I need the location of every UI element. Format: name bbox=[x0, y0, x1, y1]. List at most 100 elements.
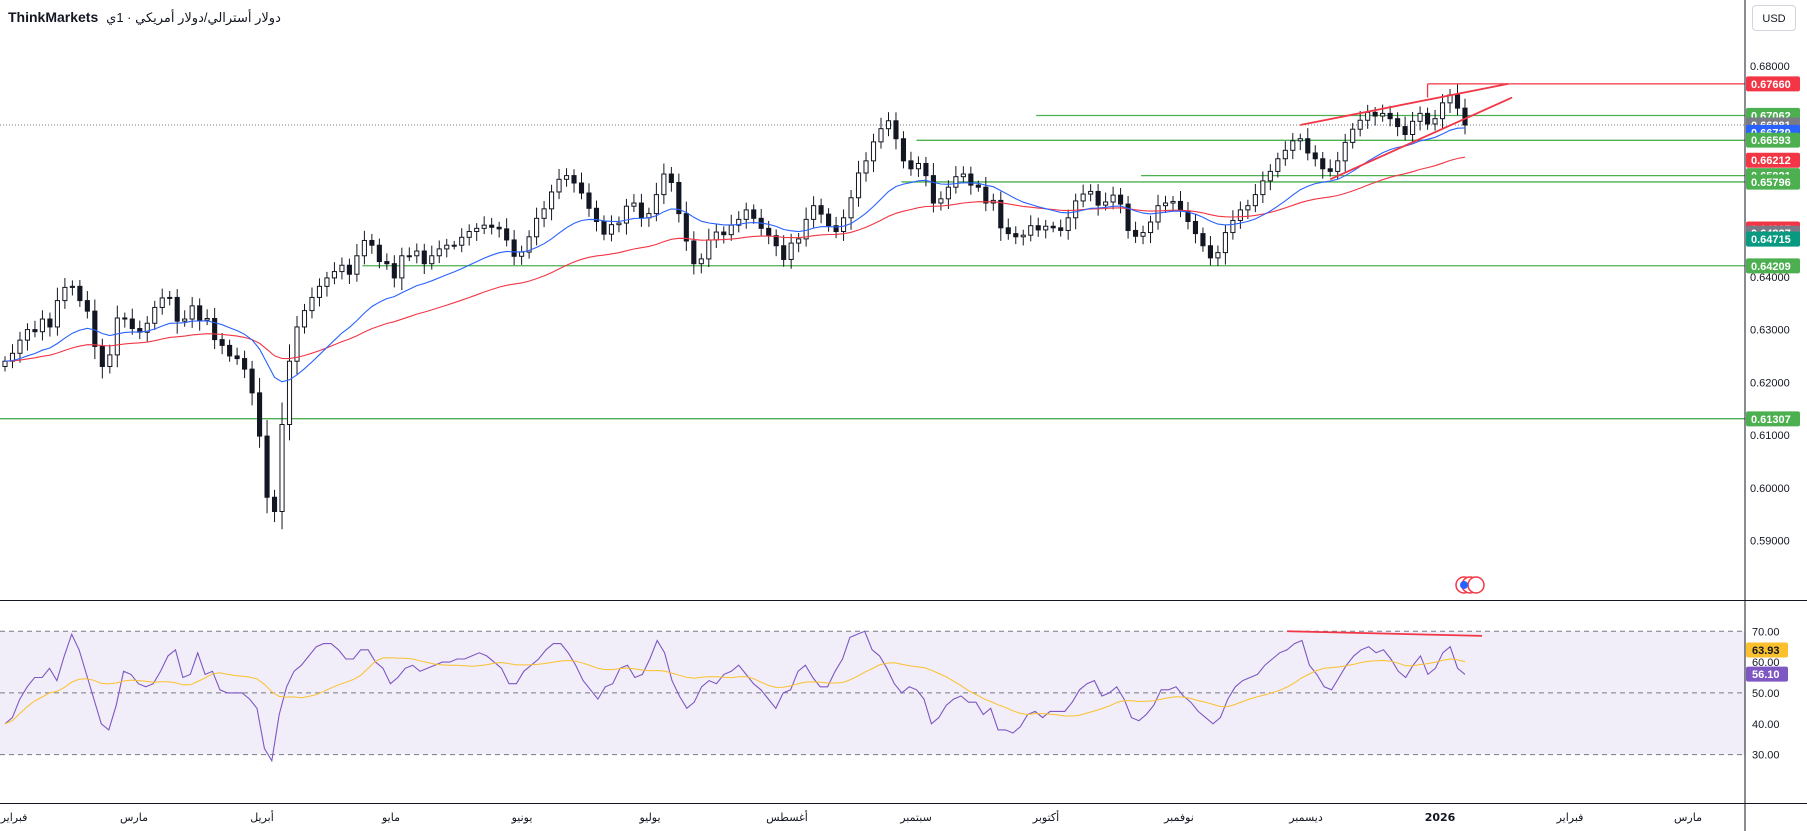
candle-body bbox=[1215, 252, 1221, 259]
candle-body bbox=[661, 173, 667, 196]
candle-body bbox=[144, 322, 150, 333]
rsi-ma-label: 63.93 bbox=[1752, 645, 1780, 657]
price-tick-label: 0.62000 bbox=[1750, 377, 1790, 389]
price-tick-label: 0.68000 bbox=[1750, 61, 1790, 73]
rsi-axis[interactable]: 70.00 60.00 50.00 40.00 30.00 63.93 56.10 bbox=[1746, 626, 1788, 762]
candle-body bbox=[698, 258, 704, 265]
candle-body bbox=[39, 318, 45, 333]
candle-body bbox=[541, 208, 547, 219]
candle-body bbox=[728, 224, 734, 236]
candle-body bbox=[1432, 118, 1438, 125]
candle-body bbox=[1073, 200, 1079, 219]
rsi-line bbox=[4, 630, 1466, 763]
currency-button[interactable]: USD bbox=[1752, 5, 1796, 31]
time-tick-label: فبراير bbox=[1556, 811, 1584, 824]
price-tick-label: 0.61000 bbox=[1750, 430, 1790, 442]
candle-body bbox=[1395, 118, 1401, 128]
candle-body bbox=[1095, 190, 1101, 206]
price-label: 0.67660 bbox=[1751, 79, 1791, 91]
candle-body bbox=[623, 205, 629, 224]
candle-body bbox=[339, 264, 345, 273]
candle-body bbox=[324, 277, 330, 287]
ema-slow-line bbox=[4, 156, 1466, 362]
candle-body bbox=[219, 339, 225, 346]
candle-body bbox=[481, 224, 487, 229]
candle-body bbox=[1147, 221, 1154, 234]
candle-body bbox=[1020, 234, 1026, 238]
event-icons[interactable] bbox=[1455, 576, 1485, 594]
rsi-tick-label: 40.00 bbox=[1752, 719, 1780, 731]
candle-body bbox=[152, 306, 158, 324]
candle-body bbox=[32, 329, 38, 333]
candle-body bbox=[421, 250, 427, 265]
candle-body bbox=[1275, 158, 1281, 172]
candle-body bbox=[414, 250, 420, 257]
candle-body bbox=[1028, 225, 1034, 236]
candle-body bbox=[885, 120, 892, 130]
candle-body bbox=[429, 255, 435, 265]
rsi-ma-line bbox=[4, 657, 1466, 725]
price-label: 0.64209 bbox=[1751, 261, 1791, 273]
candle-body bbox=[1118, 194, 1124, 205]
candle-body bbox=[743, 209, 749, 220]
candle-body bbox=[968, 173, 974, 186]
candle-body bbox=[354, 255, 360, 275]
candle-body bbox=[77, 285, 83, 302]
candle-body bbox=[811, 205, 817, 220]
candle-body bbox=[1088, 190, 1094, 195]
candle-body bbox=[17, 339, 23, 354]
candle-body bbox=[706, 239, 712, 260]
price-label: 0.65796 bbox=[1751, 177, 1791, 189]
candle-body bbox=[384, 261, 390, 265]
rsi-lines bbox=[4, 630, 1483, 763]
candle-body bbox=[803, 218, 809, 240]
candle-body bbox=[391, 263, 397, 279]
moving-averages bbox=[4, 127, 1466, 383]
price-axis[interactable]: 0.68000 0.64000 0.63000 0.62000 0.61000 0.600… bbox=[1750, 61, 1790, 548]
candle-body bbox=[474, 227, 480, 233]
candle-body bbox=[406, 255, 412, 258]
candle-body bbox=[608, 224, 615, 235]
candle-body bbox=[1050, 225, 1056, 229]
candle-body bbox=[1297, 138, 1303, 142]
candle-body bbox=[346, 264, 352, 275]
candle-body bbox=[279, 423, 285, 512]
time-tick-label: 2026 bbox=[1425, 811, 1456, 824]
candle-body bbox=[915, 162, 921, 170]
time-tick-label: أبريل bbox=[250, 810, 274, 824]
candle-body bbox=[923, 162, 929, 177]
candle-body bbox=[114, 317, 120, 356]
time-tick-label: ديسمبر bbox=[1288, 811, 1323, 824]
price-tick-label: 0.64000 bbox=[1750, 272, 1790, 284]
candle-body bbox=[593, 207, 600, 222]
candle-body bbox=[309, 296, 315, 312]
candle-body bbox=[534, 217, 540, 238]
time-tick-label: أكتوبر bbox=[1032, 810, 1059, 824]
candle-body bbox=[1425, 112, 1431, 125]
candle-body bbox=[1170, 200, 1176, 204]
candle-body bbox=[1125, 203, 1131, 231]
candle-body bbox=[1320, 158, 1326, 170]
time-axis[interactable]: فبراير مارس أبريل مايو يونيو يوليو أغسطس سبتمبر… bbox=[0, 810, 1702, 824]
time-tick-label: مارس bbox=[120, 811, 148, 824]
candle-body bbox=[1177, 200, 1184, 212]
candle-body bbox=[519, 251, 525, 257]
candle-body bbox=[1327, 168, 1333, 172]
price-label-bg bbox=[1746, 132, 1800, 148]
candle-body bbox=[1387, 112, 1393, 120]
wedge-lower-trendline bbox=[1329, 96, 1513, 181]
candle-body bbox=[122, 317, 128, 320]
broker-name: ThinkMarkets bbox=[8, 9, 99, 25]
candle-body bbox=[54, 300, 60, 328]
rsi-divergence-line bbox=[1287, 630, 1483, 637]
candle-body bbox=[893, 120, 899, 140]
candle-body bbox=[938, 198, 944, 204]
candle-body bbox=[361, 239, 367, 257]
candle-body bbox=[953, 176, 959, 188]
candle-body bbox=[930, 175, 936, 204]
candle-body bbox=[496, 226, 502, 230]
candle-body bbox=[466, 231, 472, 238]
candle-body bbox=[1252, 194, 1258, 207]
candle-body bbox=[47, 318, 53, 328]
